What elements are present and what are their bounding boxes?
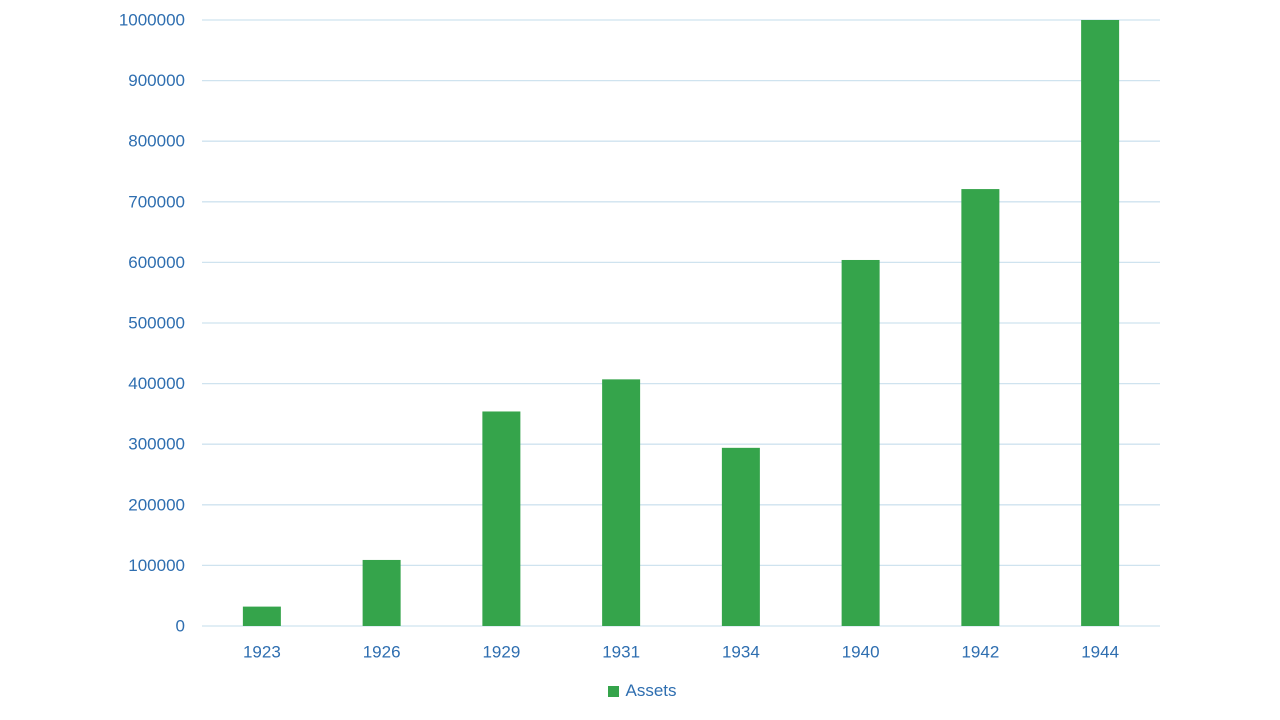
bar-1940 — [841, 259, 880, 626]
y-axis-tick-labels: 0 100000 200000 300000 400000 500000 600000 700… — [119, 11, 185, 636]
bar-1942 — [961, 189, 1000, 626]
legend: Assets — [0, 681, 1280, 701]
y-tick-label: 100000 — [128, 556, 185, 575]
x-axis-tick-labels: 1923 1926 1929 1931 1934 1940 1942 1944 — [243, 643, 1119, 662]
x-tick-label: 1942 — [961, 643, 999, 662]
y-tick-label: 1000000 — [119, 11, 185, 30]
x-tick-label: 1931 — [602, 643, 640, 662]
x-tick-label: 1934 — [722, 643, 760, 662]
y-tick-label: 400000 — [128, 374, 185, 393]
y-tick-label: 200000 — [128, 495, 185, 514]
y-tick-label: 300000 — [128, 435, 185, 454]
x-tick-label: 1929 — [482, 643, 520, 662]
x-tick-label: 1944 — [1081, 643, 1119, 662]
y-tick-label: 800000 — [128, 132, 185, 151]
bar-1931 — [602, 379, 641, 626]
y-tick-label: 0 — [176, 617, 185, 636]
y-tick-label: 700000 — [128, 192, 185, 211]
y-tick-label: 900000 — [128, 71, 185, 90]
legend-swatch-assets — [608, 685, 620, 697]
grid-lines — [202, 19, 1160, 627]
bar-1929 — [482, 411, 521, 626]
bars — [242, 20, 1120, 626]
legend-label-assets: Assets — [625, 681, 677, 700]
bar-1934 — [721, 447, 760, 626]
y-tick-label: 500000 — [128, 314, 185, 333]
bar-1926 — [362, 559, 401, 626]
x-tick-label: 1940 — [842, 643, 880, 662]
x-tick-label: 1926 — [363, 643, 401, 662]
bar-1923 — [242, 606, 281, 626]
bar-1944 — [1081, 20, 1120, 626]
x-tick-label: 1923 — [243, 643, 281, 662]
y-tick-label: 600000 — [128, 253, 185, 272]
